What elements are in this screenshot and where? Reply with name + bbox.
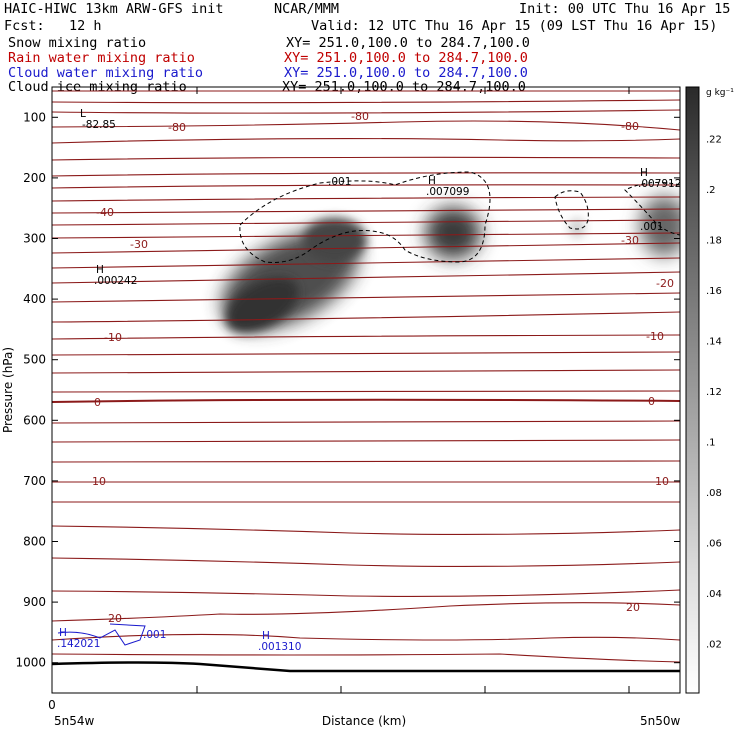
high-value: .142021 [57,638,100,650]
field-xy-cloud-water: XY= 251.0,100.0 to 284.7,100.0 [284,65,528,81]
plot-frame [51,86,681,694]
isotherm-label: -80 [168,121,186,134]
isotherm-label: -30 [130,238,148,251]
isotherm-labels: -80 -80 -80 -40 -30 -30 -20 -10 -10 0 0 … [92,110,674,625]
isotherm-label: -80 [621,120,639,133]
isotherm-label: -10 [104,331,122,344]
y-tick-label: 400 [23,292,46,306]
field-name-snow: Snow mixing ratio [8,35,147,51]
cloud-water-labels: H .142021 H .001310 .001 [57,627,301,653]
colorbar-tick-label: .12 [706,387,722,398]
y-tick-label: 200 [23,171,46,185]
y-tick-label: 900 [23,595,46,609]
colorbar-tick-label: .02 [706,640,722,651]
ice-contour-label: .001 [640,221,663,233]
high-value: .007099 [426,186,469,198]
colorbar-tick-label: .06 [706,539,722,550]
colorbar-unit: g kg⁻¹ [706,88,734,98]
high-marker: H [428,175,436,187]
title-center: NCAR/MMM [274,1,340,17]
ice-contour-label: .001 [328,176,351,188]
y-tick-label: 300 [23,232,46,246]
colorbar [685,86,700,694]
x-left-location: 5n54w [54,714,95,728]
cloud-water-contour [57,623,146,646]
x-right-location: 5n50w [640,714,681,728]
high-marker: H [96,264,104,276]
colorbar-tick-label: .08 [706,488,722,499]
low-value: -82.85 [82,119,116,131]
valid-time: Valid: 12 UTC Thu 16 Apr 15 (09 LST Thu … [311,18,718,34]
x-tick-zero-label: 0 [48,698,56,712]
isotherm-label: -80 [351,110,369,123]
cloud-water-contour-label: .001 [143,629,166,641]
y-tick-label: 100 [23,110,46,124]
high-marker: H [640,167,648,179]
high-marker: H [262,630,270,642]
y-tick-label: 500 [23,353,46,367]
y-tick-label: 800 [23,535,46,549]
forecast-hour: Fcst: 12 h [4,18,102,34]
cloud-ice-contours [239,171,681,263]
high-value: .001310 [258,641,301,653]
terrain-line [51,661,680,673]
high-value: .000242 [94,275,137,287]
title-left: HAIC-HIWC 13km ARW-GFS init [4,1,224,17]
high-marker: H [59,627,67,639]
y-axis-label: Pressure (hPa) [1,347,15,433]
isotherm-label: -30 [621,234,639,247]
isotherm-label: 10 [655,475,669,488]
colorbar-tick-label: .2 [706,185,716,196]
extrema-labels: L -82.85 H .000242 H .007099 H .007912 .… [80,108,681,287]
isotherm-label: 0 [648,395,655,408]
init-time: Init: 00 UTC Thu 16 Apr 15 [519,1,731,17]
colorbar-tick-label: .14 [706,337,722,348]
isotherm-label: 0 [94,396,101,409]
colorbar-tick-label: .16 [706,286,722,297]
y-tick-label: 600 [23,413,46,427]
field-name-cloud-water: Cloud water mixing ratio [8,65,204,81]
colorbar-tick-label: .1 [706,438,716,449]
colorbar-tick-label: .18 [706,236,722,247]
isotherm-label: -20 [656,277,674,290]
field-name-rain: Rain water mixing ratio [8,50,195,66]
isotherms [52,90,680,663]
isotherm-label: -10 [646,330,664,343]
isotherm-label: 10 [92,475,106,488]
isotherm-label: 20 [108,612,122,625]
colorbar-tick-label: .22 [706,135,722,146]
y-tick-label: 700 [23,474,46,488]
x-axis-label: Distance (km) [322,714,406,728]
mixing-ratio-shading [221,196,680,333]
low-marker: L [80,108,86,120]
isotherm-label: -40 [96,206,114,219]
colorbar-tick-label: .04 [706,589,722,600]
isotherm-label: 20 [626,601,640,614]
field-xy-snow: XY= 251.0,100.0 to 284.7,100.0 [286,35,530,51]
y-tick-label: 1000 [15,656,46,670]
field-xy-rain: XY= 251.0,100.0 to 284.7,100.0 [284,50,528,66]
high-value: .007912 [638,178,681,190]
